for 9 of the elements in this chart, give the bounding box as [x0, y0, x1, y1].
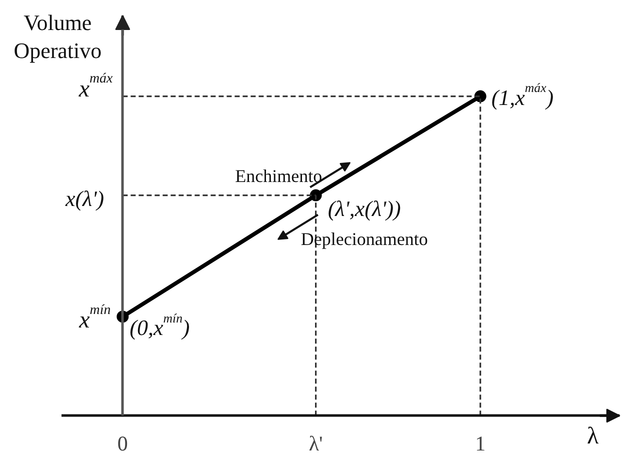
x-axis-title: λ: [587, 424, 600, 450]
y-axis-title: Volume Operativo: [14, 10, 102, 63]
annotation: Enchimento: [235, 166, 322, 186]
annotation: Deplecionamento: [300, 229, 428, 250]
annotation: (λ',x(λ')): [328, 196, 401, 221]
annotation: x(λ'): [64, 186, 104, 211]
x-tick-label: 1: [475, 432, 486, 456]
x-tick-label: 0: [117, 432, 128, 456]
x-tick-label: λ': [308, 432, 323, 456]
